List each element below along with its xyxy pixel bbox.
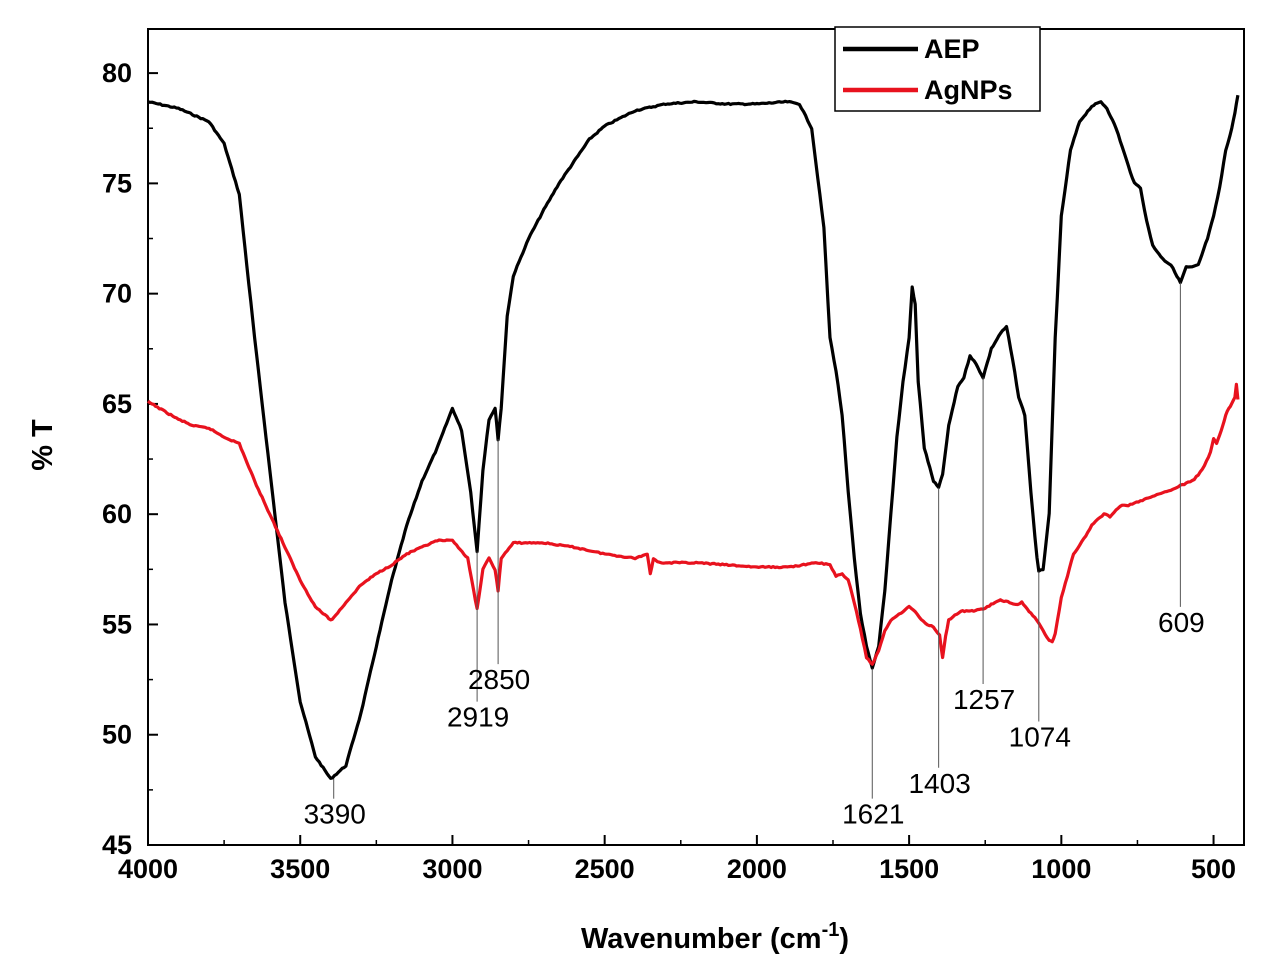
y-tick-label: 45 — [102, 830, 132, 860]
y-tick-label: 50 — [102, 720, 132, 750]
x-axis-title: Wavenumber (cm-1) — [581, 919, 849, 955]
y-tick-label: 70 — [102, 279, 132, 309]
series-line-agnps — [146, 382, 1240, 666]
peak-label-1074: 1074 — [1009, 721, 1071, 752]
series-layer — [146, 94, 1240, 780]
peak-label-3390: 3390 — [304, 799, 366, 830]
y-tick-label: 55 — [102, 609, 132, 639]
legend-label-aep: AEP — [924, 34, 980, 64]
x-tick-label: 1500 — [879, 854, 939, 884]
x-tick-label: 2500 — [575, 854, 635, 884]
peak-label-1403: 1403 — [908, 768, 970, 799]
legend: AEP AgNPs — [834, 26, 1041, 112]
x-tick-label: 2000 — [727, 854, 787, 884]
axes-layer: 4000 3500 3000 2500 2000 1500 1000 500 45 50 55 60 6… — [102, 28, 1245, 884]
peak-label-609: 609 — [1158, 607, 1205, 638]
x-tick-label: 1000 — [1031, 854, 1091, 884]
peak-label-2850: 2850 — [468, 664, 530, 695]
x-tick-label: 500 — [1191, 854, 1236, 884]
peak-label-1621: 1621 — [842, 799, 904, 830]
y-tick-label: 60 — [102, 499, 132, 529]
peak-label-2919: 2919 — [447, 702, 509, 733]
y-tick-label: 80 — [102, 58, 132, 88]
y-tick-label: 65 — [102, 389, 132, 419]
x-tick-label: 4000 — [118, 854, 178, 884]
y-tick-label: 75 — [102, 168, 132, 198]
y-axis-title: % T — [27, 419, 59, 471]
x-tick-label: 3000 — [422, 854, 482, 884]
legend-label-agnps: AgNPs — [924, 75, 1013, 105]
legend-box — [834, 26, 1041, 112]
peak-label-1257: 1257 — [953, 684, 1015, 715]
plot-frame — [147, 28, 1245, 846]
x-tick-label: 3500 — [270, 854, 330, 884]
series-line-aep — [147, 94, 1240, 780]
